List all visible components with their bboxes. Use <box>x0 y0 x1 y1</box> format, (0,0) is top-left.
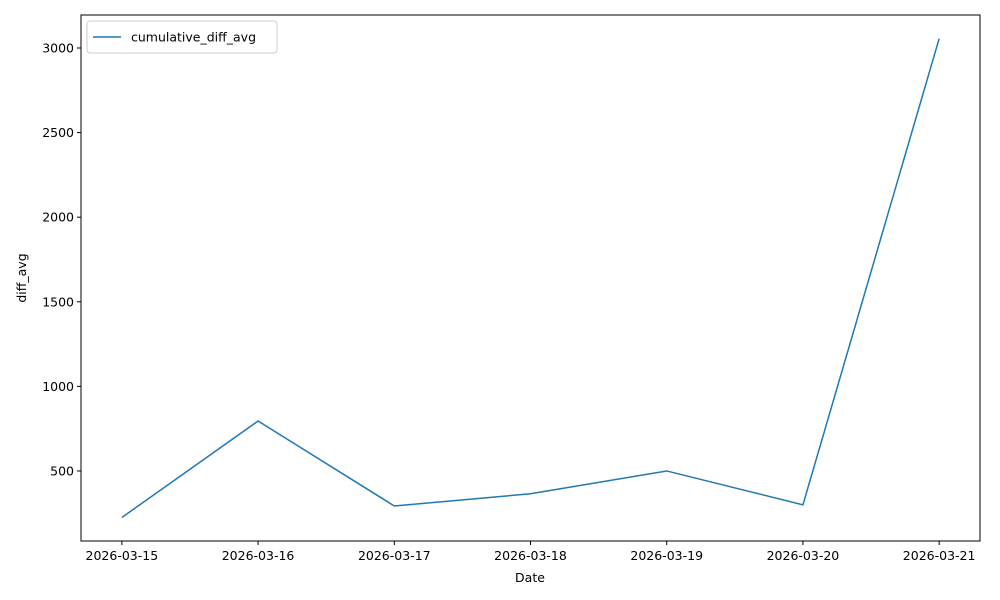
x-tick-label: 2026-03-15 <box>86 548 159 563</box>
x-tick-label: 2026-03-20 <box>767 548 840 563</box>
x-tick-label: 2026-03-16 <box>222 548 295 563</box>
x-tick-label: 2026-03-19 <box>630 548 703 563</box>
y-tick-label: 2000 <box>42 210 74 225</box>
y-tick-label: 1500 <box>42 294 74 309</box>
x-axis-label: Date <box>515 570 545 585</box>
y-tick-label: 1000 <box>42 379 74 394</box>
legend-label: cumulative_diff_avg <box>131 30 256 45</box>
x-tick-label: 2026-03-17 <box>358 548 431 563</box>
y-tick-label: 500 <box>50 463 74 478</box>
x-tick-label: 2026-03-21 <box>903 548 976 563</box>
plot-frame <box>80 14 981 542</box>
y-tick-label: 2500 <box>42 125 74 140</box>
y-tick-label: 3000 <box>42 40 74 55</box>
y-axis-label: diff_avg <box>14 253 29 302</box>
line-series <box>121 38 940 519</box>
legend-box <box>86 20 278 54</box>
x-tick-label: 2026-03-18 <box>494 548 567 563</box>
